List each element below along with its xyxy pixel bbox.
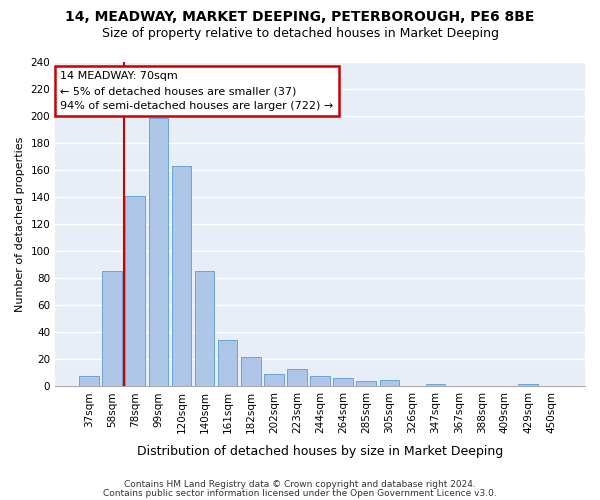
- Bar: [103, 272, 122, 386]
- Text: 14, MEADWAY, MARKET DEEPING, PETERBOROUGH, PE6 8BE: 14, MEADWAY, MARKET DEEPING, PETERBOROUG…: [65, 10, 535, 24]
- Bar: [241, 356, 260, 386]
- Y-axis label: Number of detached properties: Number of detached properties: [15, 136, 25, 312]
- Bar: [518, 384, 538, 386]
- Bar: [195, 272, 214, 386]
- Text: Size of property relative to detached houses in Market Deeping: Size of property relative to detached ho…: [101, 28, 499, 40]
- Bar: [149, 118, 168, 386]
- Bar: [287, 369, 307, 386]
- Bar: [79, 376, 99, 386]
- Bar: [356, 381, 376, 386]
- Bar: [380, 380, 399, 386]
- Bar: [125, 196, 145, 386]
- Bar: [264, 374, 284, 386]
- Bar: [310, 376, 330, 386]
- Text: Contains public sector information licensed under the Open Government Licence v3: Contains public sector information licen…: [103, 489, 497, 498]
- Bar: [334, 378, 353, 386]
- Bar: [426, 384, 445, 386]
- Bar: [172, 166, 191, 386]
- Text: Contains HM Land Registry data © Crown copyright and database right 2024.: Contains HM Land Registry data © Crown c…: [124, 480, 476, 489]
- Bar: [218, 340, 238, 386]
- Text: 14 MEADWAY: 70sqm
← 5% of detached houses are smaller (37)
94% of semi-detached : 14 MEADWAY: 70sqm ← 5% of detached house…: [61, 71, 334, 111]
- X-axis label: Distribution of detached houses by size in Market Deeping: Distribution of detached houses by size …: [137, 444, 503, 458]
